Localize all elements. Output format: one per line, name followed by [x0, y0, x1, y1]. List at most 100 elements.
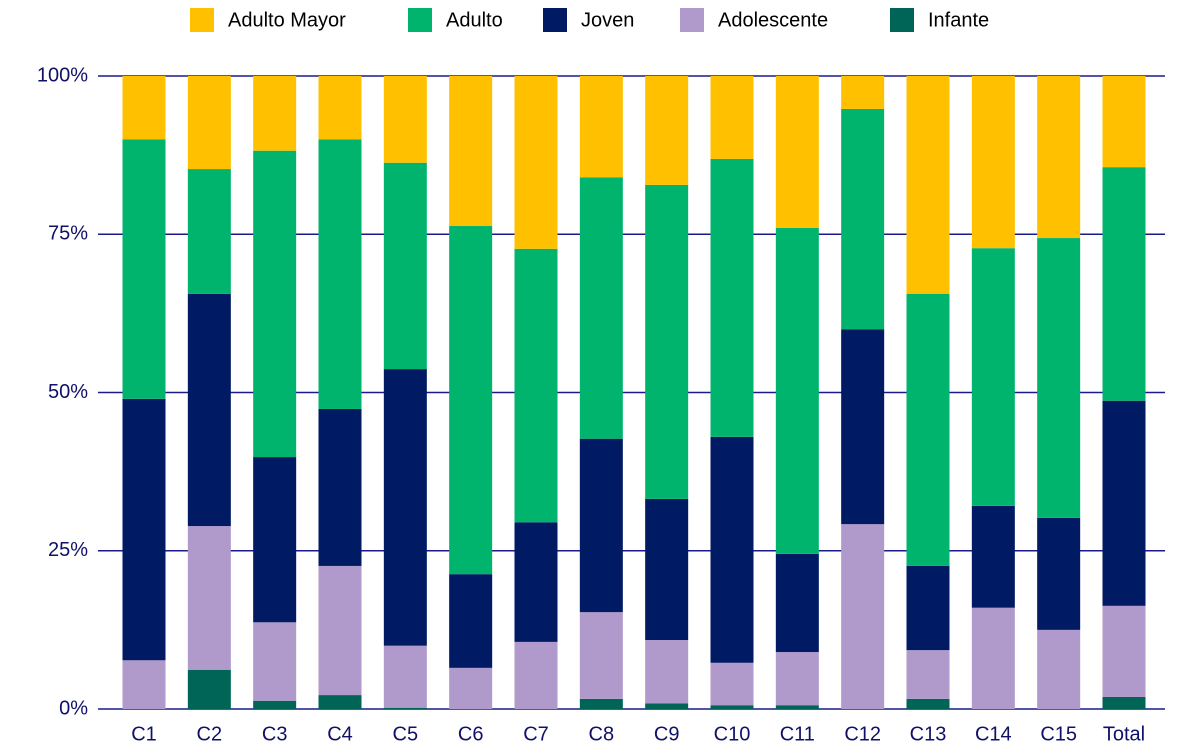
bar-segment [383, 162, 427, 370]
legend-label: Infante [928, 9, 989, 31]
legend-swatch [408, 8, 432, 32]
bar-segment [253, 622, 297, 701]
bar-segment [449, 667, 493, 709]
x-tick-label: C8 [589, 723, 615, 745]
x-tick-label: C12 [844, 723, 881, 745]
bar-segment [579, 76, 623, 178]
x-tick-label: C1 [131, 723, 157, 745]
bar-segment [710, 158, 754, 437]
x-tick-label: C3 [262, 723, 288, 745]
bar-segment [645, 703, 689, 709]
bar-segment [1037, 629, 1081, 709]
bar-segment [122, 139, 166, 399]
bar-segment [906, 293, 950, 566]
x-tick-label: C5 [393, 723, 419, 745]
bar-segment [579, 438, 623, 613]
bar-segment [971, 505, 1015, 608]
bar-segment [253, 700, 297, 709]
bar-segment [383, 645, 427, 708]
bar-segment [710, 705, 754, 709]
bar-segment [645, 640, 689, 704]
bar-segment [514, 641, 558, 709]
bar-segment [710, 436, 754, 663]
bar-segment [1037, 517, 1081, 630]
x-tick-label: C10 [714, 723, 751, 745]
x-tick-label: C11 [780, 723, 815, 745]
bar-segment [1037, 76, 1081, 239]
legend-label: Adulto Mayor [228, 9, 346, 31]
bar-segment [318, 408, 362, 566]
bar-segment [645, 498, 689, 641]
bar-segment [1102, 605, 1146, 697]
bar-segment [187, 76, 231, 170]
y-tick-label: 50% [48, 381, 88, 403]
bar-segment [449, 226, 493, 575]
bar-segment [971, 76, 1015, 249]
bar-segment [122, 660, 166, 709]
bar-segment [318, 565, 362, 696]
bar-segment [187, 669, 231, 709]
bar-segment [1102, 76, 1146, 168]
bar-segment [971, 607, 1015, 709]
bar-segment [253, 457, 297, 623]
bar-segment [579, 177, 623, 439]
legend-swatch [890, 8, 914, 32]
y-tick-label: 25% [48, 539, 88, 561]
bar-segment [775, 705, 819, 709]
bar-segment [383, 707, 427, 709]
legend-label: Joven [581, 9, 634, 31]
bar-segment [906, 650, 950, 699]
legend-swatch [190, 8, 214, 32]
bar-segment [906, 698, 950, 709]
x-tick-label: C6 [458, 723, 484, 745]
bar-segment [775, 652, 819, 706]
bar-segment [841, 524, 885, 709]
bar-segment [383, 369, 427, 646]
bar-segment [710, 662, 754, 706]
bar-segment [253, 150, 297, 458]
bar-segment [775, 227, 819, 554]
bar-segment [775, 76, 819, 228]
x-tick-label: C2 [197, 723, 223, 745]
bar-segment [187, 169, 231, 294]
bar-segment [318, 139, 362, 409]
bar-segment [1102, 696, 1146, 709]
x-tick-label: C14 [975, 723, 1012, 745]
y-tick-label: 0% [59, 697, 88, 719]
x-tick-label: C4 [327, 723, 353, 745]
legend-label: Adulto [446, 9, 503, 31]
bar-segment [841, 329, 885, 525]
x-tick-label: C7 [523, 723, 549, 745]
bar-segment [775, 553, 819, 653]
bar-segment [187, 526, 231, 670]
bar-segment [579, 612, 623, 699]
x-tick-label: C9 [654, 723, 680, 745]
bar-segment [383, 76, 427, 163]
legend-swatch [543, 8, 567, 32]
bar-segment [1037, 238, 1081, 518]
bar-segment [1102, 400, 1146, 606]
bar-segment [318, 76, 362, 140]
bar-segment [318, 695, 362, 709]
x-tick-label: C15 [1040, 723, 1077, 745]
bar-segment [514, 522, 558, 642]
bar-segment [579, 698, 623, 709]
legend-label: Adolescente [718, 9, 828, 31]
bar-segment [253, 76, 297, 151]
bar-segment [906, 565, 950, 651]
x-tick-label: C13 [910, 723, 947, 745]
bar-segment [906, 76, 950, 294]
bar-segment [187, 293, 231, 527]
bar-segment [971, 248, 1015, 506]
bar-segment [841, 76, 885, 109]
y-tick-label: 100% [37, 64, 88, 86]
bar-segment [1102, 167, 1146, 401]
bar-segment [645, 76, 689, 185]
bar-segment [514, 248, 558, 523]
bar-segment [514, 76, 558, 249]
bar-segment [449, 76, 493, 227]
y-tick-label: 75% [48, 223, 88, 245]
bar-segment [710, 76, 754, 159]
bar-segment [645, 184, 689, 499]
